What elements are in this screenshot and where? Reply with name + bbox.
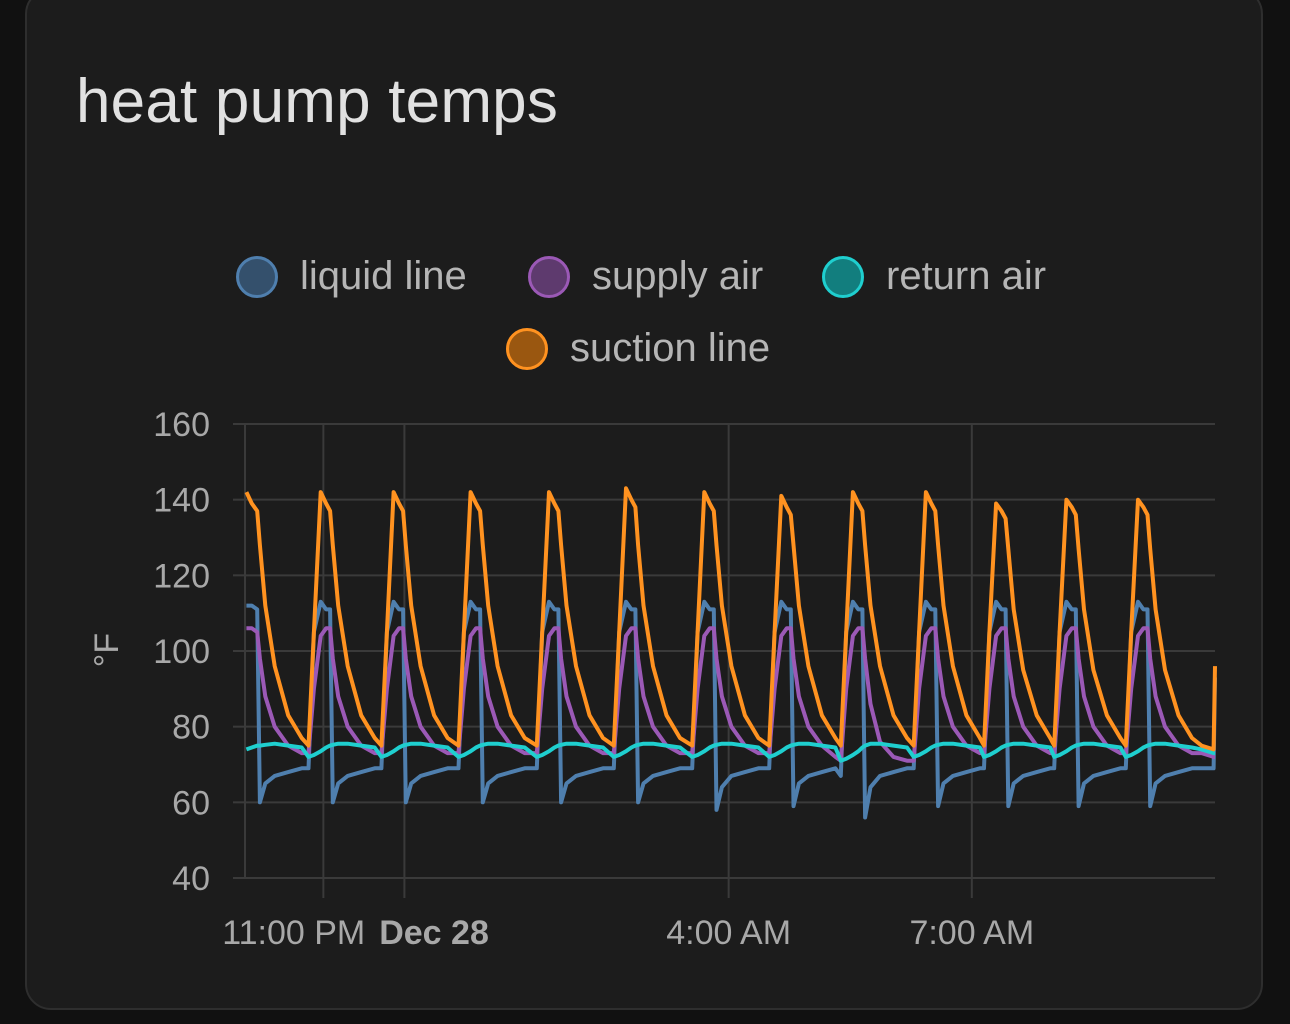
x-tick-label: 4:00 AM (666, 914, 791, 952)
legend-label: supply air (592, 254, 764, 298)
y-tick-label: 40 (172, 860, 210, 898)
legend-return-air-dot-icon (822, 255, 864, 298)
legend-liquid-line-dot-icon (236, 255, 278, 298)
x-tick-label: 7:00 AM (909, 914, 1034, 952)
legend-item-liquid-line[interactable]: liquid line (236, 254, 467, 299)
legend-item-suction-line[interactable]: suction line (506, 326, 770, 371)
legend-label: return air (886, 254, 1047, 298)
legend-suction-line-dot-icon (506, 327, 548, 370)
y-tick-label: 140 (153, 482, 210, 520)
history-graph-card (25, 0, 1263, 1010)
y-tick-label: 160 (153, 406, 210, 444)
y-tick-label: 120 (153, 557, 210, 595)
card-title: heat pump temps (76, 67, 559, 136)
legend-label: liquid line (300, 254, 467, 298)
y-tick-label: 60 (172, 784, 210, 822)
y-tick-label: 80 (172, 709, 210, 747)
y-tick-label: 100 (153, 633, 210, 671)
series-line-supply-air (246, 626, 1216, 763)
series-line-return-air (245, 741, 1216, 763)
x-tick-label: 11:00 PM (222, 914, 365, 952)
x-tick-label: Dec 28 (379, 914, 489, 952)
y-axis-label: °F (88, 633, 126, 667)
legend-item-supply-air[interactable]: supply air (528, 254, 763, 299)
legend-supply-air-dot-icon (528, 255, 570, 298)
legend-label: suction line (570, 326, 771, 370)
series-line-suction-line (244, 486, 1217, 752)
legend-item-return-air[interactable]: return air (822, 254, 1046, 299)
